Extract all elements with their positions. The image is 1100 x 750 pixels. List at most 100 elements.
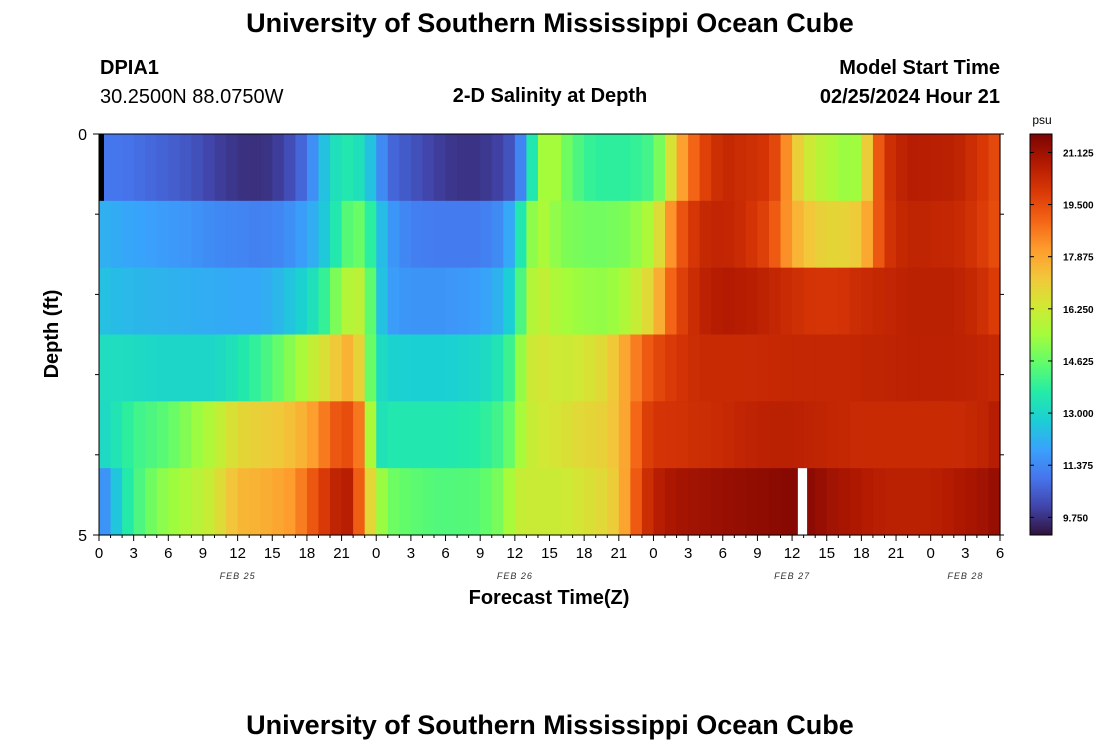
heatmap-cell: [410, 200, 424, 269]
date-label: FEB 25: [220, 571, 256, 581]
heatmap-cell: [202, 134, 216, 202]
heatmap-cell: [133, 468, 146, 536]
heatmap-cell: [249, 134, 262, 202]
heatmap-cell: [688, 267, 701, 336]
heatmap-cell: [976, 134, 990, 202]
heatmap-cell: [133, 334, 146, 402]
heatmap-cell: [260, 401, 273, 469]
heatmap-cell: [699, 200, 712, 269]
heatmap-cell: [226, 468, 239, 536]
heatmap-cell: [433, 134, 447, 202]
station-id: DPIA1: [100, 57, 159, 79]
heatmap-cell: [410, 401, 424, 469]
heatmap-cell: [688, 200, 701, 269]
heatmap-cell: [399, 334, 412, 402]
heatmap-cell: [110, 401, 123, 469]
heatmap-cell: [133, 267, 146, 336]
heatmap-cell: [953, 334, 966, 402]
heatmap-cell: [722, 267, 735, 336]
heatmap-cell: [122, 468, 135, 536]
heatmap-cell: [214, 401, 227, 469]
heatmap-cell: [561, 334, 574, 402]
heatmap-cell: [665, 200, 678, 269]
heatmap-cell: [480, 334, 493, 402]
heatmap-cell: [318, 468, 331, 536]
heatmap-cell: [699, 334, 712, 402]
page-title-top: University of Southern Mississippi Ocean…: [246, 8, 854, 38]
heatmap-cell: [699, 267, 712, 336]
heatmap-cell: [122, 334, 135, 402]
heatmap-cell: [491, 267, 504, 336]
heatmap-cell: [537, 134, 551, 202]
heatmap-cell: [780, 267, 793, 336]
x-tick-label: 15: [264, 545, 281, 562]
heatmap-cell: [792, 334, 805, 402]
heatmap-cell: [942, 334, 955, 402]
heatmap-cell: [237, 468, 250, 536]
heatmap-cell: [526, 401, 539, 469]
heatmap-cell: [849, 200, 862, 269]
heatmap-cell: [491, 401, 504, 469]
heatmap-cell: [283, 334, 296, 402]
heatmap-cell: [468, 401, 481, 469]
heatmap-cell: [757, 401, 770, 469]
heatmap-cell: [722, 468, 735, 536]
heatmap-cell: [387, 468, 400, 536]
heatmap-cell: [503, 200, 516, 269]
heatmap-cell: [838, 267, 851, 336]
heatmap-cell: [526, 334, 539, 402]
heatmap-cell: [896, 134, 909, 202]
heatmap-cell: [260, 200, 273, 269]
heatmap-cell: [792, 134, 805, 202]
heatmap-cell: [514, 334, 527, 402]
heatmap-cell: [122, 200, 135, 269]
heatmap-cell: [260, 468, 273, 536]
colorbar-tick-label: 19.500: [1063, 201, 1094, 212]
heatmap-cell: [99, 468, 112, 536]
heatmap-cell: [387, 267, 400, 336]
heatmap-cell: [341, 468, 354, 536]
heatmap-cell: [930, 468, 943, 536]
heatmap-cell: [572, 334, 585, 402]
heatmap-cell: [514, 468, 527, 536]
chart-title: 2-D Salinity at Depth: [452, 85, 648, 107]
heatmap-cell: [734, 468, 747, 536]
heatmap-cell: [260, 267, 273, 336]
heatmap-cell: [318, 200, 331, 269]
heatmap-cell: [503, 334, 516, 402]
axes: 0 3 6 9 12 15 18 21 0 3 6 9 12 15 18 21 0 3 6 9 12 15 18 21 0 3 6 F…: [78, 127, 1004, 581]
model-start-value: 02/25/2024 Hour 21: [819, 86, 1000, 108]
heatmap-cell: [653, 468, 666, 536]
heatmap-cell: [584, 134, 597, 202]
heatmap-cell: [341, 200, 354, 269]
heatmap-cell: [168, 468, 181, 536]
heatmap-cell: [99, 334, 112, 402]
heatmap-cell: [376, 200, 389, 269]
heatmap-cell: [734, 200, 747, 269]
heatmap-cell: [595, 267, 608, 336]
heatmap-cell: [237, 334, 250, 402]
heatmap-cell: [145, 200, 158, 269]
heatmap-cell: [803, 334, 816, 402]
heatmap-cell: [353, 334, 366, 402]
heatmap-cell: [665, 267, 678, 336]
heatmap-cell: [433, 468, 447, 536]
heatmap-cell: [156, 401, 169, 469]
heatmap-cell: [630, 267, 643, 336]
heatmap-cell: [965, 200, 978, 269]
heatmap-cell: [179, 468, 193, 536]
colorbar-tick-label: 9.750: [1063, 513, 1088, 524]
heatmap-cell: [561, 267, 574, 336]
heatmap-cell: [711, 200, 724, 269]
heatmap-cell: [179, 334, 193, 402]
heatmap-cell: [272, 267, 285, 336]
heatmap-cell: [872, 134, 886, 202]
x-tick-label: 18: [853, 545, 870, 562]
heatmap-cell: [768, 401, 782, 469]
heatmap-cell: [653, 200, 666, 269]
heatmap-cell: [364, 401, 377, 469]
heatmap-cell: [942, 267, 955, 336]
heatmap-cell: [145, 134, 158, 202]
x-tick-label: 12: [784, 545, 801, 562]
